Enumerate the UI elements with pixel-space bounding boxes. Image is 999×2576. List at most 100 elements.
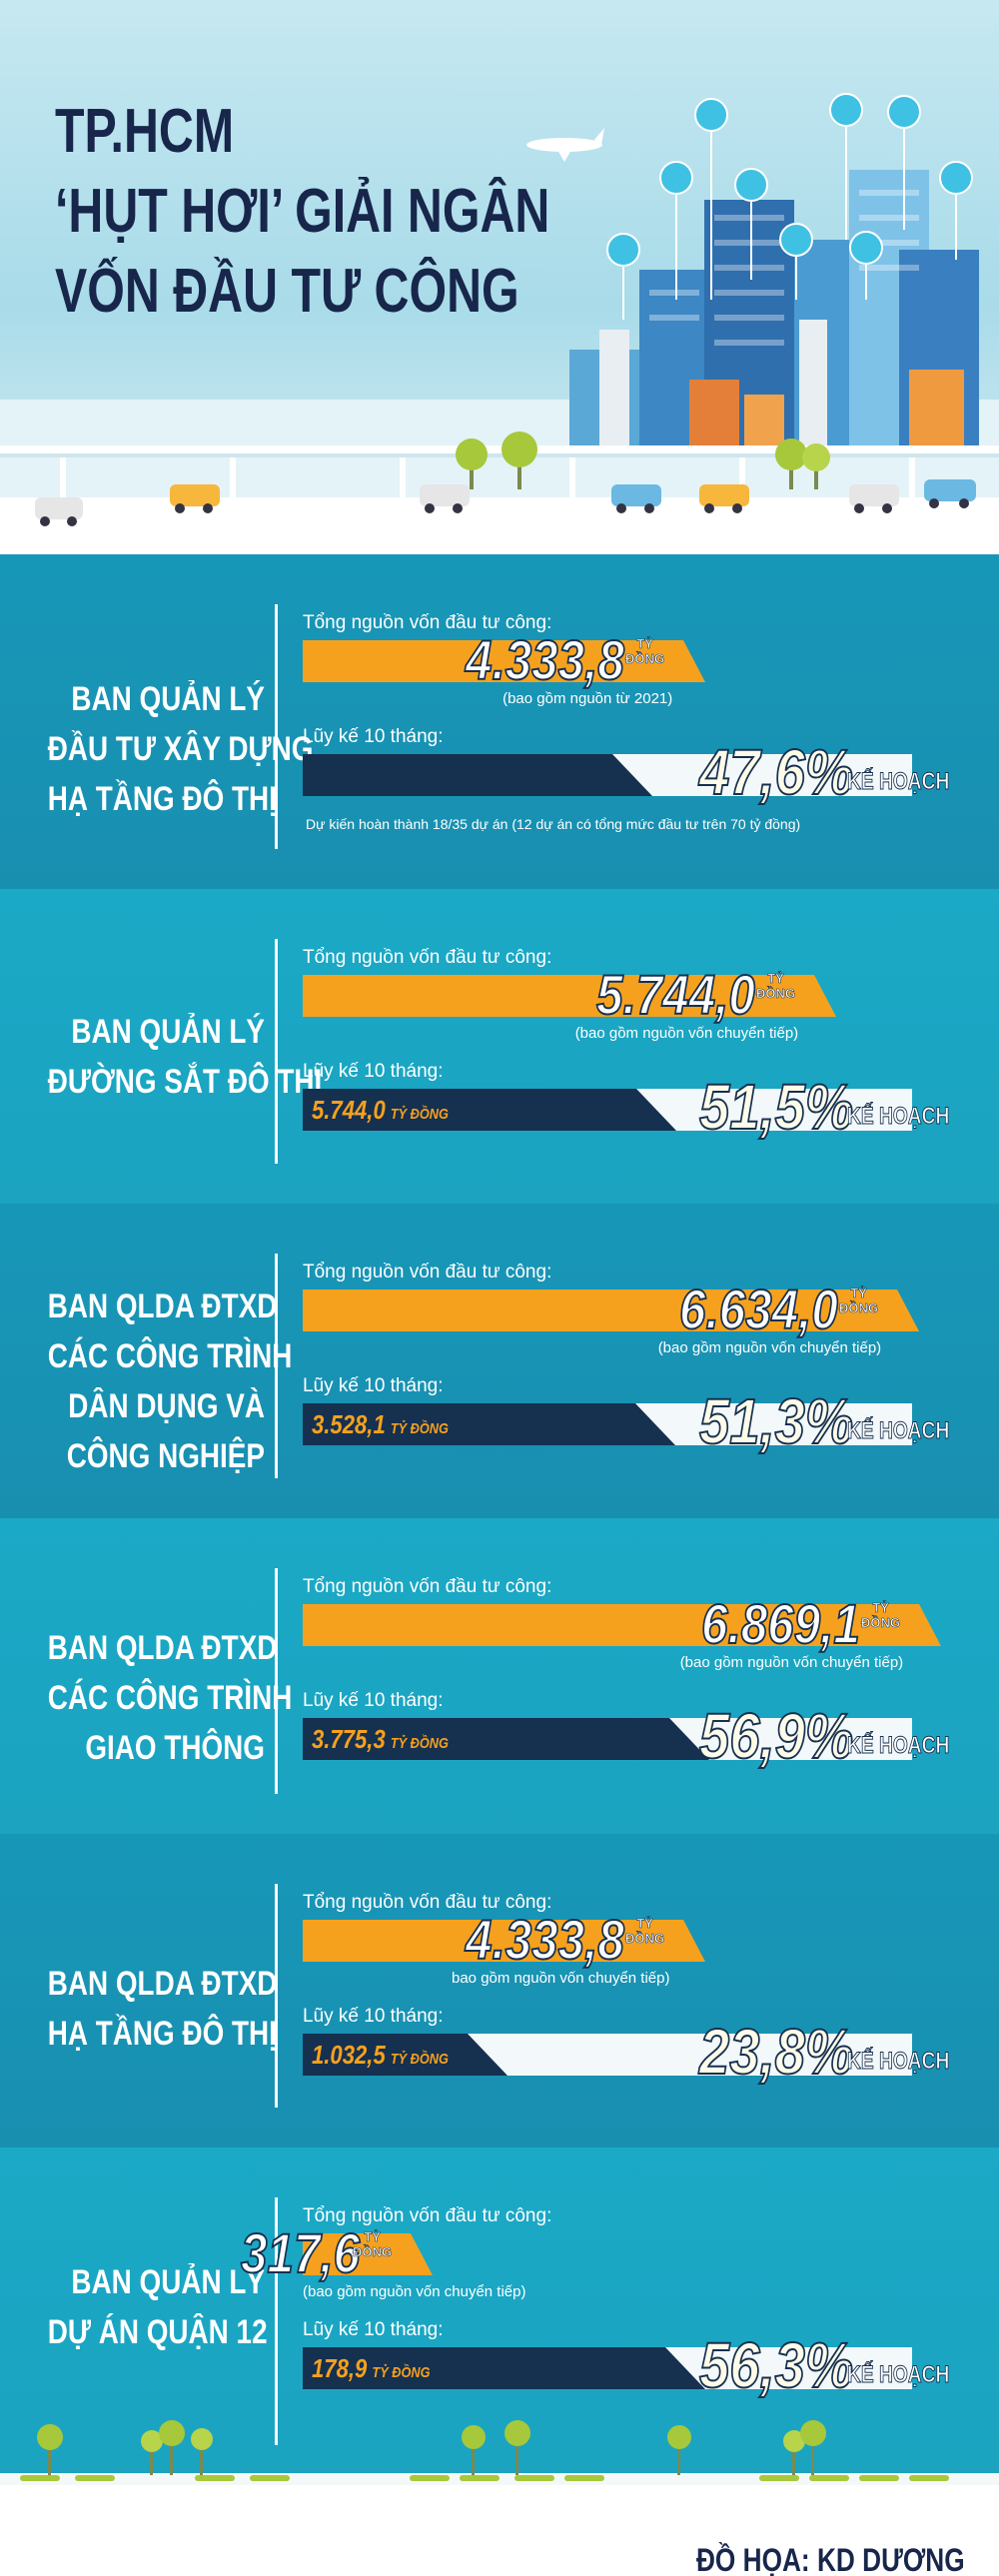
progress-bar (303, 1718, 709, 1760)
agency-name-line: CÁC CÔNG TRÌNH (47, 1679, 293, 1717)
cumulative-label: Lũy kế 10 tháng: (303, 2006, 444, 2027)
percent-value: 51,5% (698, 1071, 854, 1143)
total-label: Tổng nguồn vốn đầu tư công: (303, 1262, 552, 1283)
total-label: Tổng nguồn vốn đầu tư công: (303, 612, 552, 633)
cumulative-label: Lũy kế 10 tháng: (303, 726, 444, 747)
cumulative-label: Lũy kế 10 tháng: (303, 2319, 444, 2340)
title-line-3: VỐN ĐẦU TƯ CÔNG (55, 257, 519, 326)
total-value: 4.333,8 (465, 628, 625, 691)
cumulative-value: 3.775,3 TỶ ĐỒNG (312, 1718, 449, 1765)
agency-name-line: ĐẦU TƯ XÂY DỰNG (47, 730, 314, 768)
agency-name-line: BAN QUẢN LÝ (71, 680, 265, 718)
progress-bar (303, 754, 652, 796)
total-label: Tổng nguồn vốn đầu tư công: (303, 1892, 552, 1913)
unit-bottom: ĐỒNG (839, 1300, 879, 1316)
cumulative-value: 5.744,0 TỶ ĐỒNG (312, 1089, 449, 1136)
plan-suffix: KẾ HOẠCH (847, 768, 950, 796)
unit-top: TỶ (636, 1916, 653, 1932)
total-unit: TỶ ĐỒNG (839, 1286, 879, 1316)
agency-name-line: BAN QUẢN LÝ (71, 1013, 265, 1051)
section-divider (275, 1568, 278, 1794)
plan-suffix: KẾ HOẠCH (847, 2048, 950, 2076)
agency-name-line: HẠ TẦNG ĐÔ THỊ (47, 780, 277, 818)
total-bar (303, 975, 836, 1017)
total-note: (bao gồm nguồn vốn chuyển tiếp) (574, 1025, 799, 1042)
page-title: TP.HCM ‘HỤT HƠI’ GIẢI NGÂN VỐN ĐẦU TƯ CÔ… (55, 92, 574, 332)
unit-bottom: ĐỒNG (353, 2244, 393, 2260)
section-divider (275, 604, 278, 849)
total-bar (303, 640, 705, 682)
plan-suffix: KẾ HOẠCH (847, 1417, 950, 1445)
total-unit: TỶ ĐỒNG (756, 971, 796, 1002)
agency-section: BAN QUẢN LÝ ĐƯỜNG SẮT ĐÔ THỊ Tổng nguồn vố… (0, 889, 999, 1204)
agency-name-line: GIAO THÔNG (85, 1729, 265, 1767)
agency-name-line: DÂN DỤNG VÀ (68, 1387, 265, 1425)
cumulative-label: Lũy kế 10 tháng: (303, 1061, 444, 1082)
total-note: (bao gồm nguồn từ 2021) (502, 690, 673, 707)
agency-section: BAN QUẢN LÝ ĐẦU TƯ XÂY DỰNG HẠ TẦNG ĐÔ THỊ… (0, 554, 999, 889)
title-line-2: ‘HỤT HƠI’ GIẢI NGÂN (55, 177, 550, 246)
total-bar (303, 1604, 941, 1646)
cumulative-unit: TỶ ĐỒNG (390, 1420, 449, 1437)
footer-trees-illustration (0, 2420, 999, 2487)
agency-section: BAN QLDA ĐTXD CÁC CÔNG TRÌNH DÂN DỤNG VÀ CÔ… (0, 1204, 999, 1518)
unit-top: TỶ (636, 636, 653, 652)
agency-name-line: BAN QLDA ĐTXD (47, 1288, 278, 1325)
agency-name-line: BAN QUẢN LÝ (71, 2263, 265, 2301)
cumulative-value: 3.528,1 TỶ ĐỒNG (312, 1403, 449, 1450)
unit-top: TỶ (364, 2229, 381, 2245)
total-bar (303, 1920, 705, 1962)
section-divider (275, 2197, 278, 2445)
total-unit: TỶ ĐỒNG (353, 2229, 393, 2260)
total-note: (bao gồm nguồn vốn chuyển tiếp) (657, 1339, 882, 1356)
unit-top: TỶ (767, 971, 784, 987)
header-banner: TP.HCM ‘HỤT HƠI’ GIẢI NGÂN VỐN ĐẦU TƯ CÔ… (0, 0, 999, 554)
total-label: Tổng nguồn vốn đầu tư công: (303, 2205, 552, 2226)
percent-value: 47,6% (698, 736, 854, 808)
cumulative-number: 178,9 (312, 2353, 368, 2383)
agency-name: BAN QLDA ĐTXD CÁC CÔNG TRÌNH GIAO THÔNG (0, 1623, 293, 1773)
skyline-buildings (569, 170, 979, 449)
plan-suffix: KẾ HOẠCH (847, 1103, 950, 1131)
agency-name-line: CÁC CÔNG TRÌNH (47, 1337, 293, 1375)
cumulative-value: 178,9 TỶ ĐỒNG (312, 2347, 431, 2394)
cumulative-unit: TỶ ĐỒNG (390, 1735, 449, 1752)
agency-name-line: CÔNG NGHIỆP (66, 1437, 265, 1475)
total-value: 4.333,8 (465, 1908, 625, 1971)
city-skyline-illustration (0, 93, 999, 554)
plan-suffix: KẾ HOẠCH (847, 2361, 950, 2389)
cumulative-label: Lũy kế 10 tháng: (303, 1375, 444, 1396)
agency-name: BAN QUẢN LÝ ĐẦU TƯ XÂY DỰNG HẠ TẦNG ĐÔ THỊ (0, 674, 314, 824)
unit-top: TỶ (850, 1286, 867, 1301)
pin-circles (606, 93, 973, 267)
progress-bar (303, 1089, 676, 1131)
cumulative-number: 1.032,5 (312, 2040, 386, 2070)
section-divider (275, 1254, 278, 1478)
total-note: (bao gồm nguồn vốn chuyển tiếp) (679, 1654, 904, 1671)
progress-bar (303, 1403, 675, 1445)
total-value: 6.634,0 (678, 1278, 839, 1340)
total-unit: TỶ ĐỒNG (861, 1600, 901, 1631)
total-label: Tổng nguồn vốn đầu tư công: (303, 1576, 552, 1597)
agency-name: BAN QLDA ĐTXD CÁC CÔNG TRÌNH DÂN DỤNG VÀ CÔ… (0, 1282, 293, 1481)
total-note: (bao gồm nguồn vốn chuyển tiếp) (303, 2283, 526, 2300)
progress-bar (303, 2034, 507, 2076)
agency-name: BAN QUẢN LÝ ĐƯỜNG SẮT ĐÔ THỊ (0, 1007, 323, 1107)
unit-bottom: ĐỒNG (861, 1615, 901, 1631)
agency-section: BAN QLDA ĐTXD HẠ TẦNG ĐÔ THỊ Tổng nguồn vố… (0, 1834, 999, 2147)
unit-top: TỶ (872, 1600, 889, 1616)
cumulative-number: 5.744,0 (312, 1095, 386, 1125)
unit-bottom: ĐỒNG (625, 1931, 665, 1947)
section-divider (275, 1884, 278, 2108)
airplane-icon (526, 128, 604, 162)
total-value: 317,6 (240, 2221, 361, 2284)
percent-value: 23,8% (698, 2016, 854, 2088)
agency-name-line: DỰ ÁN QUẬN 12 (47, 2313, 268, 2351)
completion-note: Dự kiến hoàn thành 18/35 dự án (12 dự án… (306, 816, 801, 832)
trees (456, 431, 830, 489)
cumulative-unit: TỶ ĐỒNG (372, 2364, 431, 2381)
total-value: 5.744,0 (595, 963, 756, 1026)
total-value: 6.869,1 (700, 1592, 861, 1655)
agency-name: BAN QUẢN LÝ DỰ ÁN QUẬN 12 (0, 2257, 268, 2357)
total-bar (303, 2233, 433, 2275)
